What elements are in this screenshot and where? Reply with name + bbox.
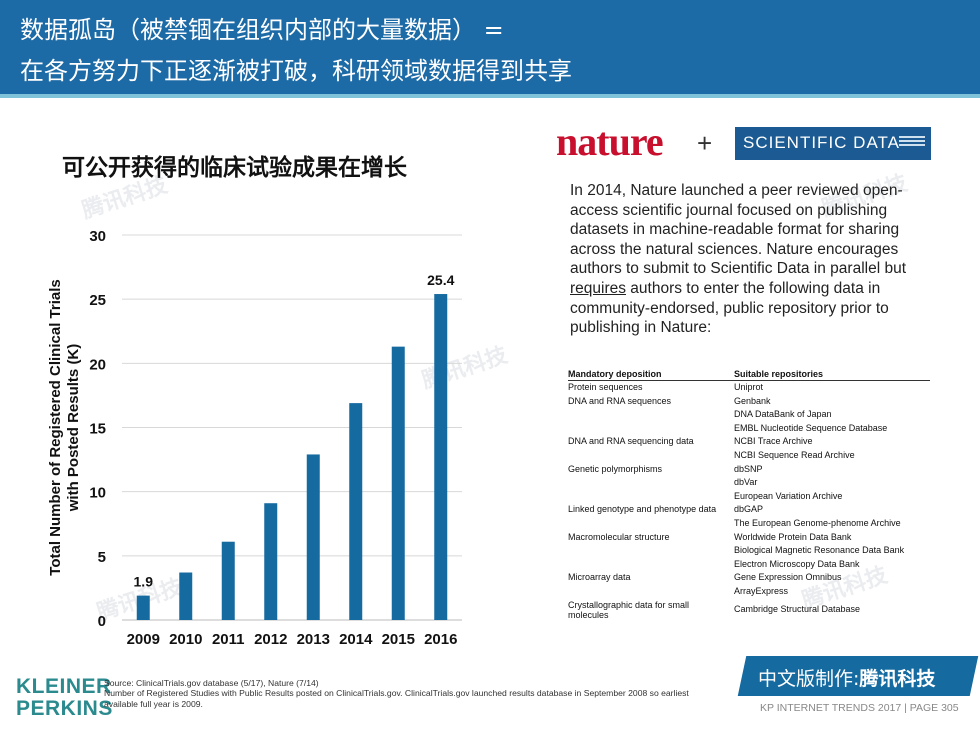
y-tick-label: 25 [89,292,106,309]
bar-chart: 0 5 10 15 20 25 30 2009 1.9 2010 2011 2012 2013 2014 2… [47,228,462,648]
deposition-cell: DNA and RNA sequencing data [568,436,694,447]
repository-cell: European Variation Archive [734,490,843,501]
y-tick-label: 15 [89,421,106,438]
description-text-2: authors to enter the following data in c… [570,279,889,337]
page-info: KP INTERNET TRENDS 2017 | PAGE 305 [760,702,959,714]
table-row: NCBI Sequence Read Archive [568,449,930,463]
repository-cell: DNA DataBank of Japan [734,409,832,420]
y-axis-label: Total Number of Registered Clinical Tria… [47,279,82,575]
table-row: Linked genotype and phenotype data dbGAP [568,503,930,517]
bar-2015 [391,346,405,620]
table-row: Genetic polymorphisms dbSNP [568,463,930,477]
scientific-data-logo: SCIENTIFIC DATA [735,127,931,160]
repository-cell: ArrayExpress [734,585,789,596]
translation-badge-text: 中文版制作:腾讯科技 [758,664,935,691]
bar-2014 [349,403,363,620]
repository-cell: The European Genome-phenome Archive [734,517,901,528]
deposition-cell: Linked genotype and phenotype data [568,504,717,515]
table-row: Electron Microscopy Data Bank [568,558,930,572]
deposition-cell: Genetic polymorphisms [568,463,663,474]
repository-cell: Worldwide Protein Data Bank [734,531,852,542]
table-row: European Variation Archive [568,490,930,504]
kleiner-perkins-logo: KLEINER PERKINS [16,676,113,720]
repository-cell: Cambridge Structural Database [734,603,861,614]
x-tick-label: 2015 [382,631,415,648]
y-tick-label: 20 [89,356,106,373]
badge-brand: 腾讯科技 [859,668,936,690]
nature-logo: nature [556,119,664,164]
x-tick-label: 2009 [127,631,160,648]
y-tick-label: 10 [89,485,106,502]
description-emphasis: requires [570,279,626,297]
badge-prefix: 中文版制作: [758,668,860,690]
table-row: The European Genome-phenome Archive [568,517,930,531]
y-tick-label: 30 [89,228,106,245]
table-row: DNA and RNA sequencing data NCBI Trace Ar… [568,435,930,449]
description-text-1: In 2014, Nature launched a peer reviewed… [570,182,907,278]
table-row: Crystallographic data for small molecule… [568,599,930,623]
repository-cell: NCBI Sequence Read Archive [734,449,855,460]
x-tick-label: 2014 [339,631,373,648]
table-row: ArrayExpress [568,585,930,599]
repository-cell: Uniprot [734,382,764,392]
x-tick-label: 2016 [424,631,457,648]
scientific-data-wordmark: SCIENTIFIC DATA [743,133,900,152]
repository-cell: Gene Expression Omnibus [734,572,842,583]
headline-line-2: 在各方努力下正逐渐被打破，科研领域数据得到共享 [20,57,572,85]
y-tick-label: 0 [98,613,106,630]
repository-cell: Biological Magnetic Resonance Data Bank [734,545,905,556]
column-header-mandatory: Mandatory deposition [568,369,662,379]
table-row: Microarray data Gene Expression Omnibus [568,571,930,585]
nature-description: In 2014, Nature launched a peer reviewed… [570,181,940,338]
repository-cell: dbGAP [734,504,764,515]
deposition-cell: DNA and RNA sequences [568,395,672,406]
bar-2010 [179,572,193,620]
source-line-1: Source: ClinicalTrials.gov database (5/1… [104,678,319,688]
deposition-cell: Macromolecular structure [568,531,670,542]
table-row: Macromolecular structure Worldwide Protei… [568,531,930,545]
bar-2013 [306,454,320,620]
table-row: Protein sequences Uniprot [568,381,930,395]
bar-2011 [221,541,235,620]
chart-title: 可公开获得的临床试验成果在增长 [62,155,407,181]
table-row: DNA DataBank of Japan [568,408,930,422]
header-accent-stripe [0,94,980,98]
bar-2016 [434,294,448,620]
repository-cell: dbSNP [734,463,763,474]
repository-cell: dbVar [734,477,758,488]
x-tick-label: 2010 [169,631,202,648]
repository-cell: NCBI Trace Archive [734,436,813,447]
repository-cell: Electron Microscopy Data Bank [734,558,860,569]
deposition-cell: Protein sequences [568,382,643,392]
x-tick-label: 2012 [254,631,287,648]
logo-line-2: PERKINS [16,697,113,720]
source-note: Source: ClinicalTrials.gov database (5/1… [104,678,724,709]
table-row: DNA and RNA sequences Genbank [568,395,930,409]
bar-2009 [136,595,150,620]
repository-cell: Genbank [734,395,771,406]
logo-line-1: KLEINER [16,675,112,698]
table-row: EMBL Nucleotide Sequence Database [568,422,930,436]
plus-sign: + [697,128,713,158]
table-row: dbVar [568,476,930,490]
repository-cell: EMBL Nucleotide Sequence Database [734,422,888,433]
header-banner: 数据孤岛（被禁锢在组织内部的大量数据） = 在各方努力下正逐渐被打破，科研领域数… [0,0,980,94]
headline-line-1: 数据孤岛（被禁锢在组织内部的大量数据） = [20,16,504,44]
logo-mark-icon [899,136,925,150]
column-header-repositories: Suitable repositories [734,369,824,379]
x-tick-label: 2013 [297,631,330,648]
x-tick-label: 2011 [212,631,245,648]
source-line-2: Number of Registered Studies with Public… [104,688,689,709]
bar-2012 [264,503,278,620]
deposition-cell: Crystallographic data for small molecule… [568,599,690,620]
data-label: 1.9 [134,574,154,590]
deposition-cell: Microarray data [568,572,631,583]
y-tick-label: 5 [98,549,106,566]
table-header: Mandatory deposition Suitable repositori… [568,368,930,381]
repository-table: Mandatory deposition Suitable repositori… [568,368,930,623]
data-label: 25.4 [427,272,454,288]
table-row: Biological Magnetic Resonance Data Bank [568,544,930,558]
